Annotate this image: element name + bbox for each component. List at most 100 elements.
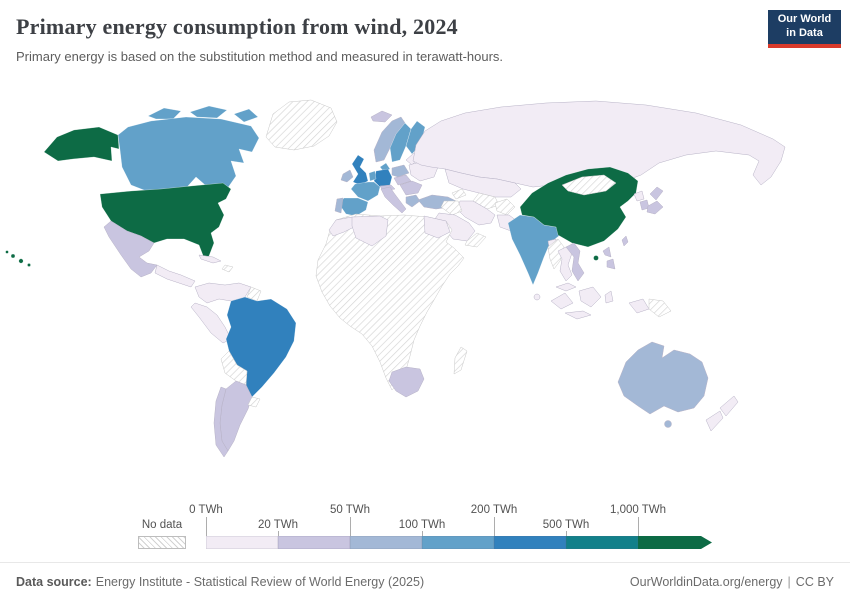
region-africa-no-data[interactable] bbox=[315, 213, 465, 391]
region-benelux[interactable] bbox=[368, 170, 377, 182]
country-united-kingdom[interactable] bbox=[351, 154, 369, 186]
country-new-zealand[interactable] bbox=[719, 395, 739, 417]
data-source-label: Data source: bbox=[16, 574, 92, 589]
country-cuba[interactable] bbox=[198, 254, 222, 264]
country-hawaii-us[interactable] bbox=[10, 253, 16, 259]
region-czech-hungary[interactable] bbox=[393, 174, 412, 186]
chart-subtitle: Primary energy is based on the substitut… bbox=[16, 49, 504, 64]
country-greece[interactable] bbox=[405, 194, 421, 208]
country-mongolia[interactable] bbox=[561, 174, 617, 196]
country-portugal[interactable] bbox=[334, 197, 344, 214]
country-papua-new-guinea[interactable] bbox=[648, 298, 672, 318]
country-hawaii-us[interactable] bbox=[27, 263, 31, 267]
owid-logo-line2: in Data bbox=[786, 27, 823, 39]
country-italy[interactable] bbox=[380, 186, 407, 214]
country-japan[interactable] bbox=[646, 200, 664, 215]
footer-separator: | bbox=[787, 574, 791, 589]
legend-tick-label-50: 50 TWh bbox=[329, 504, 371, 516]
legend-tick-mark bbox=[206, 517, 207, 536]
country-kazakhstan[interactable] bbox=[444, 168, 522, 198]
country-australia[interactable] bbox=[617, 341, 709, 415]
country-indonesia[interactable] bbox=[604, 290, 614, 304]
region-iraq-syria[interactable] bbox=[440, 200, 463, 216]
country-indonesia[interactable] bbox=[564, 310, 592, 320]
country-france[interactable] bbox=[350, 181, 381, 202]
country-philippines[interactable] bbox=[602, 246, 612, 258]
owid-logo-line1: Our World bbox=[777, 13, 832, 26]
legend-segment-0-20[interactable] bbox=[206, 536, 278, 549]
legend-tick-label-500: 500 TWh bbox=[542, 519, 590, 531]
world-map-svg bbox=[5, 99, 786, 458]
country-poland[interactable] bbox=[391, 164, 410, 178]
region-romania-balkans[interactable] bbox=[399, 180, 423, 196]
country-iceland[interactable] bbox=[370, 110, 393, 123]
legend-tick-mark bbox=[278, 531, 279, 536]
legend-segment-20-50[interactable] bbox=[278, 536, 350, 549]
country-ireland[interactable] bbox=[340, 169, 354, 183]
country-algeria[interactable] bbox=[351, 215, 389, 247]
legend-tick-mark bbox=[566, 531, 567, 536]
legend-segment-100-200[interactable] bbox=[422, 536, 494, 549]
country-spain[interactable] bbox=[338, 197, 369, 217]
country-new-zealand[interactable] bbox=[705, 410, 724, 432]
region-canadian-arctic[interactable] bbox=[147, 107, 182, 120]
chart-header: Primary energy consumption from wind, 20… bbox=[16, 14, 750, 64]
country-indonesia[interactable] bbox=[578, 286, 602, 308]
legend-segment-500-1000[interactable] bbox=[566, 536, 638, 549]
legend-tick-mark bbox=[350, 517, 351, 536]
legend-tick-mark bbox=[422, 531, 423, 536]
legend-segment-200-500[interactable] bbox=[494, 536, 566, 549]
region-canadian-arctic[interactable] bbox=[189, 105, 228, 119]
owid-url-link[interactable]: OurWorldinData.org/energy bbox=[629, 574, 783, 589]
country-madagascar[interactable] bbox=[453, 346, 468, 375]
country-north-korea[interactable] bbox=[633, 190, 645, 202]
region-yemen-oman[interactable] bbox=[464, 232, 487, 248]
country-philippines[interactable] bbox=[606, 258, 616, 270]
region-tasmania-australia[interactable] bbox=[664, 420, 672, 428]
region-west-papua[interactable] bbox=[628, 298, 650, 314]
world-choropleth-map bbox=[0, 90, 850, 490]
country-malaysia[interactable] bbox=[555, 282, 577, 292]
region-caucasus[interactable] bbox=[451, 188, 467, 200]
country-afghanistan[interactable] bbox=[494, 198, 516, 216]
legend-tick-label-1000: 1,000 TWh bbox=[609, 504, 667, 516]
no-data-swatch[interactable] bbox=[138, 536, 186, 549]
country-brazil[interactable] bbox=[225, 296, 297, 398]
country-canada[interactable] bbox=[117, 116, 260, 195]
country-vietnam[interactable] bbox=[565, 242, 585, 282]
region-hainan-china[interactable] bbox=[593, 255, 599, 261]
page-title: Primary energy consumption from wind, 20… bbox=[16, 14, 458, 39]
country-egypt[interactable] bbox=[423, 215, 451, 239]
region-turkmenistan-uzbekistan[interactable] bbox=[472, 192, 500, 210]
country-taiwan[interactable] bbox=[621, 235, 629, 247]
footer-attribution: OurWorldinData.org/energy | CC BY bbox=[630, 575, 834, 589]
legend-segment-50-100[interactable] bbox=[350, 536, 422, 549]
map-legend: No data 0 TWh 20 TWh 50 TWh 100 TWh 200 … bbox=[0, 498, 850, 556]
country-hawaii-us[interactable] bbox=[5, 250, 9, 254]
country-uruguay[interactable] bbox=[247, 396, 261, 408]
country-south-africa[interactable] bbox=[388, 366, 425, 398]
region-ecuador-peru[interactable] bbox=[190, 302, 232, 344]
region-hispaniola[interactable] bbox=[221, 264, 234, 273]
region-canadian-arctic[interactable] bbox=[233, 108, 259, 123]
no-data-label: No data bbox=[141, 519, 183, 531]
country-chile[interactable] bbox=[213, 386, 229, 458]
legend-tick-mark bbox=[494, 517, 495, 536]
data-source: Data source: Energy Institute - Statistic… bbox=[16, 575, 424, 589]
legend-tick-label-100: 100 TWh bbox=[398, 519, 446, 531]
legend-segment-1000-plus[interactable] bbox=[638, 536, 712, 549]
country-japan[interactable] bbox=[649, 186, 664, 201]
license-link[interactable]: CC BY bbox=[795, 574, 834, 589]
region-central-america[interactable] bbox=[154, 264, 196, 288]
country-alaska-us[interactable] bbox=[43, 126, 120, 162]
country-hawaii-us[interactable] bbox=[18, 258, 24, 264]
legend-color-bar bbox=[206, 536, 712, 549]
country-indonesia[interactable] bbox=[550, 292, 574, 310]
country-finland[interactable] bbox=[405, 120, 426, 155]
country-greenland[interactable] bbox=[265, 99, 338, 151]
country-myanmar[interactable] bbox=[547, 238, 565, 270]
chart-footer: Data source: Energy Institute - Statistic… bbox=[0, 562, 850, 600]
owid-logo[interactable]: Our World in Data bbox=[768, 10, 841, 48]
country-sri-lanka[interactable] bbox=[533, 293, 541, 301]
